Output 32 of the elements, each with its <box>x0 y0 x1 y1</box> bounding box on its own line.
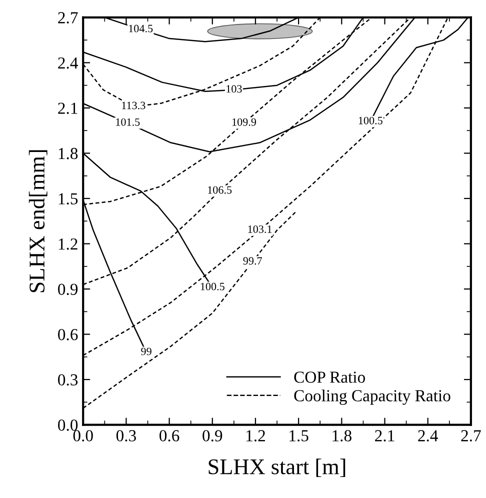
y-tick-label: 0.3 <box>58 374 78 386</box>
x-axis-title: SLHX start [m] <box>208 458 346 478</box>
x-tick-label: 0.0 <box>73 430 93 442</box>
annotation: 113.3 <box>122 102 146 110</box>
y-tick-label: 1.8 <box>58 148 78 160</box>
y-tick-label: 2.4 <box>58 57 78 69</box>
annotation: 103.1 <box>248 225 272 233</box>
annotation: 106.5 <box>208 186 232 194</box>
y-tick-label: 0.9 <box>58 284 78 296</box>
y-tick-label: 1.2 <box>58 238 78 250</box>
y-tick-label: 2.7 <box>58 12 78 24</box>
x-tick-label: 1.8 <box>332 430 352 442</box>
annotation: 100.5 <box>200 282 224 290</box>
y-tick-label: 0.0 <box>58 419 78 431</box>
x-tick-label: 1.5 <box>290 430 308 442</box>
annotation: 99.7 <box>243 257 262 265</box>
y-tick-label: 0.6 <box>58 328 78 340</box>
legend-label: Cooling Capacity Ratio <box>294 390 450 405</box>
annotation: 99 <box>141 348 152 356</box>
x-tick-label: 2.4 <box>418 430 438 442</box>
x-tick-label: 0.6 <box>160 430 180 442</box>
x-tick-label: 0.9 <box>202 430 222 442</box>
y-tick-label: 2.1 <box>58 102 78 114</box>
y-tick-label: 1.5 <box>58 193 78 204</box>
legend-label: COP Ratio <box>294 372 365 383</box>
x-tick-label: 0.3 <box>116 430 136 442</box>
x-tick-label: 2.1 <box>375 430 394 442</box>
annotation: 109.9 <box>232 118 256 126</box>
annotation: 100.5 <box>358 116 382 124</box>
x-tick-label: 2.7 <box>461 430 481 442</box>
y-axis-title: SLHX end[mm] <box>28 150 48 292</box>
x-tick-label: 1.2 <box>246 430 265 442</box>
